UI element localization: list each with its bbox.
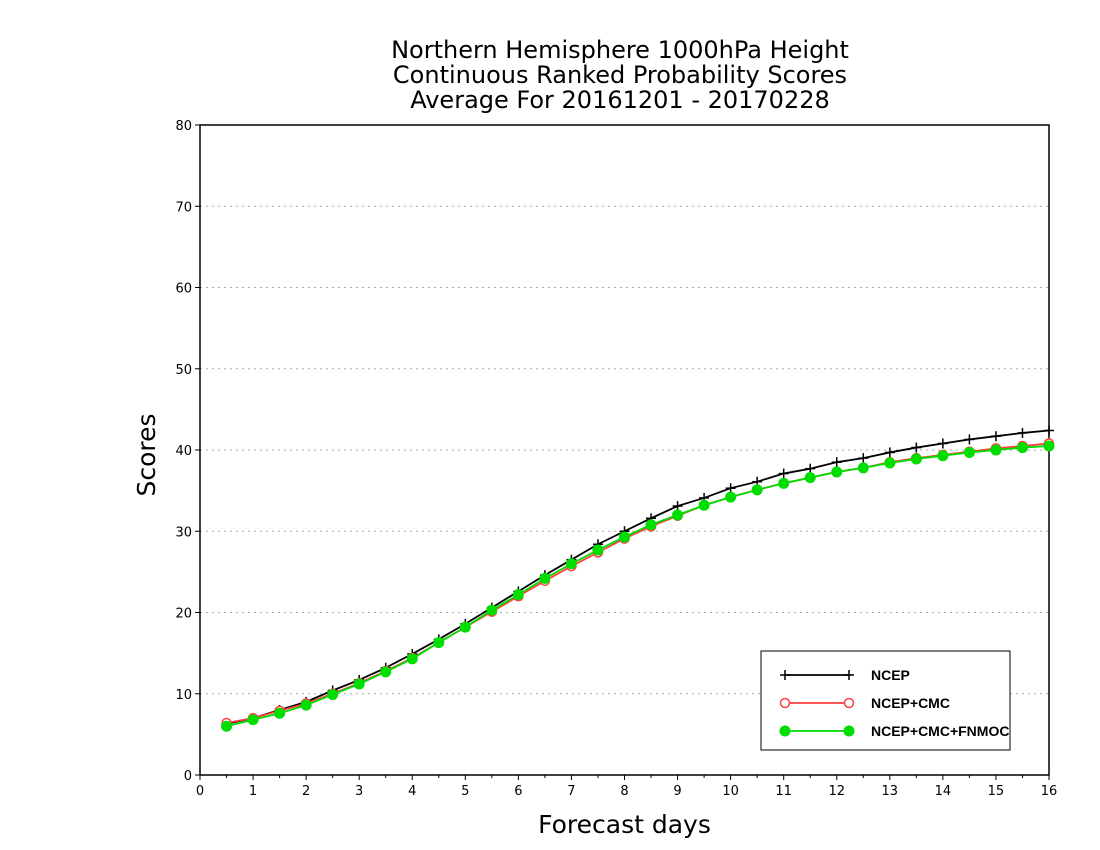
- y-tick-label: 40: [175, 444, 192, 459]
- x-axis: 0 1 2 3 4 5 6 7 8 9 10 11 12 13 14 15 16: [196, 775, 1057, 799]
- x-tick-label: 7: [567, 784, 575, 799]
- series-line: [226, 429, 1050, 725]
- data-point: [937, 438, 948, 449]
- legend-box: [760, 650, 1011, 751]
- data-point: [1017, 427, 1028, 438]
- data-point: [539, 572, 551, 584]
- data-point: [406, 653, 418, 665]
- legend-label: NCEP: [871, 667, 910, 683]
- y-tick-label: 30: [175, 525, 192, 540]
- data-point: [672, 509, 684, 521]
- data-point: [327, 689, 339, 701]
- data-point: [1016, 442, 1028, 454]
- x-tick-label: 12: [828, 784, 845, 799]
- legend-item: NCEP: [780, 667, 910, 683]
- data-point: [937, 450, 949, 462]
- x-tick-label: 13: [882, 784, 899, 799]
- data-point: [725, 483, 736, 494]
- data-point: [1043, 440, 1055, 452]
- series-lines: [221, 425, 1055, 732]
- x-tick-label: 16: [1041, 784, 1058, 799]
- y-axis-title: Scores: [132, 413, 161, 496]
- x-tick-label: 10: [722, 784, 739, 799]
- legend-marker: [779, 725, 791, 737]
- x-tick-label: 15: [988, 784, 1005, 799]
- x-tick-label: 9: [673, 784, 681, 799]
- data-point: [512, 589, 524, 601]
- data-point: [858, 453, 869, 464]
- data-point: [645, 519, 657, 531]
- y-tick-label: 80: [175, 119, 192, 134]
- data-point: [274, 707, 286, 719]
- data-point: [778, 468, 789, 479]
- y-tick-label: 50: [175, 363, 192, 378]
- data-point: [486, 604, 498, 616]
- data-point: [990, 444, 1002, 456]
- data-point: [1044, 425, 1054, 436]
- data-point: [619, 531, 630, 543]
- data-point: [884, 447, 895, 458]
- data-point: [990, 431, 1001, 442]
- legend-item: NCEP+CMC: [779, 695, 950, 711]
- data-point: [884, 457, 896, 469]
- title-line-1: Northern Hemisphere 1000hPa Height: [391, 36, 849, 64]
- data-point: [380, 666, 392, 678]
- legend-marker: [843, 697, 855, 709]
- data-point: [778, 477, 790, 489]
- data-point: [459, 621, 471, 633]
- data-point: [910, 453, 922, 465]
- legend: NCEP NCEP+CMC NCEP+CMC+FNMOC: [760, 650, 1011, 751]
- x-tick-label: 1: [249, 784, 257, 799]
- data-point: [725, 491, 737, 503]
- data-point: [963, 446, 975, 458]
- data-point: [433, 637, 445, 649]
- data-point: [672, 501, 683, 512]
- legend-label: NCEP+CMC+FNMOC: [871, 723, 1009, 739]
- x-tick-label: 14: [935, 784, 952, 799]
- x-tick-label: 0: [196, 784, 204, 799]
- y-tick-label: 70: [175, 200, 192, 215]
- data-point: [804, 472, 816, 484]
- y-tick-label: 0: [184, 769, 192, 784]
- data-point: [353, 678, 365, 690]
- x-tick-label: 11: [775, 784, 792, 799]
- x-tick-label: 4: [408, 784, 416, 799]
- data-point: [698, 499, 710, 511]
- y-tick-label: 10: [175, 688, 192, 703]
- x-tick-label: 5: [461, 784, 469, 799]
- title-line-3: Average For 20161201 - 20170228: [410, 86, 830, 114]
- data-point: [247, 714, 259, 726]
- data-point: [964, 434, 975, 445]
- legend-marker: [843, 725, 855, 737]
- data-point: [911, 442, 922, 453]
- data-point: [751, 484, 763, 496]
- x-axis-title: Forecast days: [538, 810, 711, 839]
- legend-label: NCEP+CMC: [871, 695, 950, 711]
- legend-marker: [779, 697, 791, 709]
- legend-marker: [780, 670, 790, 680]
- legend-marker: [844, 670, 854, 680]
- gridlines: [200, 205, 1049, 695]
- data-point: [300, 699, 312, 711]
- y-tick-label: 20: [175, 607, 192, 622]
- data-point: [592, 544, 604, 556]
- data-point: [831, 457, 842, 468]
- x-tick-label: 8: [620, 784, 628, 799]
- x-tick-label: 6: [514, 784, 522, 799]
- data-point: [221, 720, 233, 732]
- y-tick-label: 60: [175, 282, 192, 297]
- data-point: [805, 463, 816, 474]
- series-ncep-cmc-fnmoc: [221, 440, 1055, 732]
- data-point: [565, 558, 577, 570]
- data-point: [831, 466, 843, 478]
- chart-title: Northern Hemisphere 1000hPa HeightContin…: [391, 36, 849, 114]
- x-tick-label: 3: [355, 784, 363, 799]
- y-axis: 0 10 20 30 40 50 60 70 80: [175, 119, 200, 784]
- x-tick-label: 2: [302, 784, 310, 799]
- title-line-2: Continuous Ranked Probability Scores: [393, 61, 847, 89]
- legend-item: NCEP+CMC+FNMOC: [779, 723, 1009, 739]
- data-point: [857, 462, 869, 474]
